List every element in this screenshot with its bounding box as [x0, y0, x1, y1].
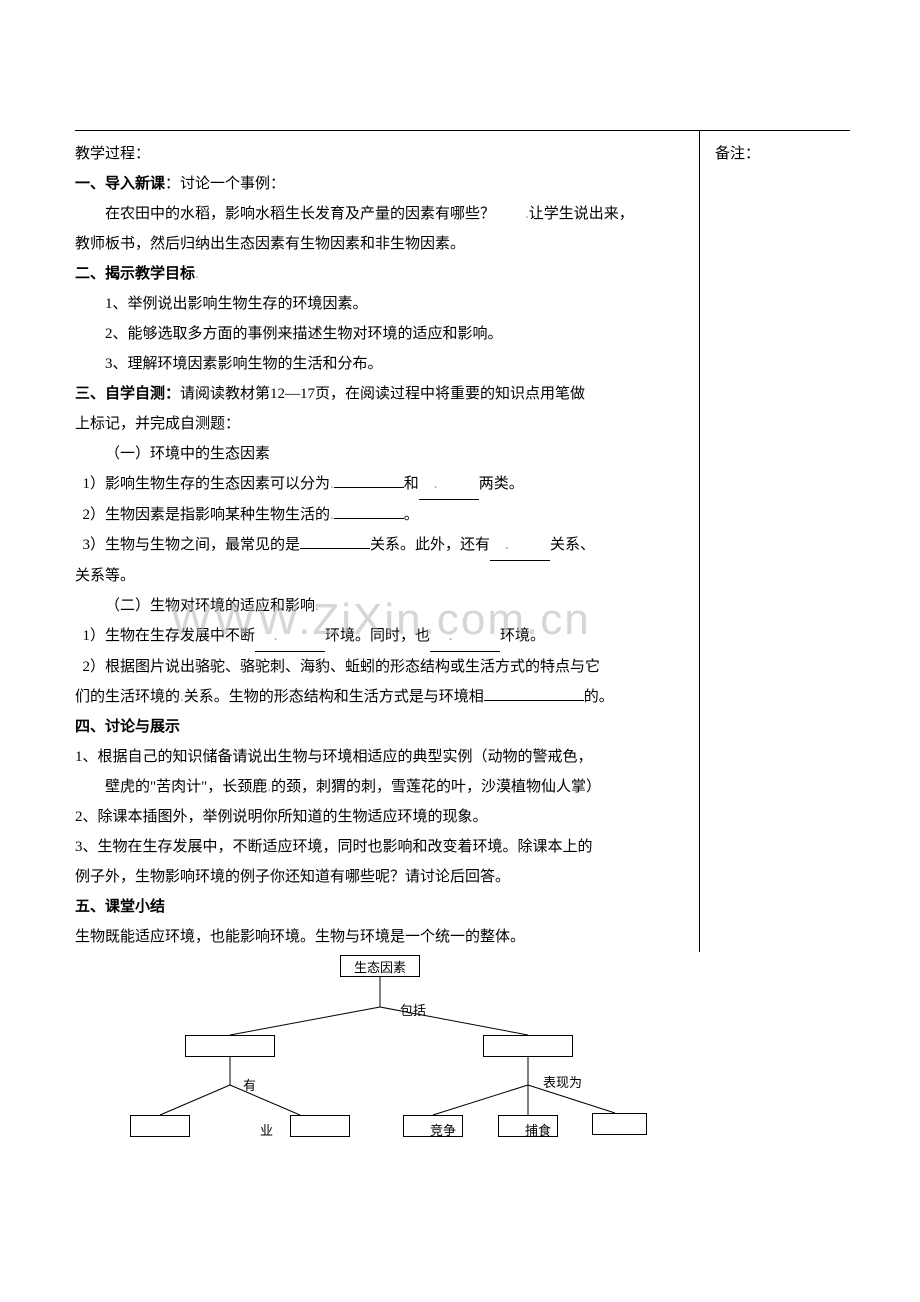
sub2-title: （二）生物对环境的适应和影响. [75, 591, 679, 621]
blank-field[interactable]: . [430, 621, 500, 652]
section-3-rest: 请阅读教材第12—17页，在阅读过程中将重要的知识点用笔做 [180, 386, 585, 402]
section-4-i3a: 3、生物在生存发展中，不断适应环境，同时也影响和改变着环境。除课本上的 [75, 832, 679, 862]
dot-icon: . [438, 621, 457, 651]
concept-diagram: 生态因素 包括 有 表现为 业 竞争 捕食 [130, 955, 650, 1175]
sub2-q2c: 关系。生物的形态结构和生活方式是与环境相 [184, 689, 484, 705]
sub1-q1: 1）影响生物生存的生态因素可以分为. 和. 两类。 [75, 469, 679, 500]
sub1-q3d: 关系等。 [75, 561, 679, 591]
dot-icon: . [495, 199, 529, 229]
sub1-title: （一）环境中的生态因素 [75, 439, 679, 469]
diagram-top-box: 生态因素 [340, 955, 420, 977]
diagram-bottom-label-3: 捕食 [525, 1120, 551, 1139]
section-4-i3b: 例子外，生物影响环境的例子你还知道有哪些呢？请讨论后回答。 [75, 862, 679, 892]
section-1-p1a: 在农田中的水稻，影响水稻生长发育及产量的因素有哪些？ [105, 206, 495, 222]
sub1-q1a: 1）影响生物生存的生态因素可以分为 [83, 476, 331, 492]
diagram-bottom-box-2 [290, 1115, 350, 1137]
sub2-q1: 1）生物在生存发展中不断 . 环境。同时，也 . 环境。 [75, 621, 679, 652]
sub1-q3c: 关系、 [550, 537, 595, 553]
diagram-bottom-label-2: 竞争 [430, 1120, 456, 1139]
sub2-title-text: （二）生物对环境的适应和影响 [105, 598, 315, 614]
blank-field[interactable]: . [490, 530, 550, 561]
section-4-i1b-line: 壁虎的"苦肉计"，长颈鹿.的颈，刺猬的刺，雪莲花的叶，沙漠植物仙人掌） [75, 772, 679, 802]
sub2-q2b: 们的生活环境的 [75, 689, 180, 705]
wave-icon: . [330, 476, 334, 492]
section-1-p2: 教师板书，然后归纳出生态因素有生物因素和非生物因素。 [75, 229, 679, 259]
section-1-title: 一、导入新课 [75, 176, 165, 192]
section-2-item2: 2、能够选取多方面的事例来描述生物对环境的适应和影响。 [75, 319, 679, 349]
diagram-left-label: 有 [243, 1075, 256, 1094]
main-layout: 教学过程： 一、导入新课：讨论一个事例： 在农田中的水稻，影响水稻生长发育及产量… [75, 130, 850, 952]
notes-column: 备注： [700, 131, 850, 952]
sub1-q3: 3）生物与生物之间，最常见的是 关系。此外，还有. 关系、 [75, 530, 679, 561]
sub1-q2: 2）生物因素是指影响某种生物生活的. 。 [75, 500, 679, 530]
section-2-title: 二、揭示教学目标 [75, 266, 195, 282]
blank-field[interactable] [484, 700, 584, 701]
section-3-title-line: 三、自学自测：请阅读教材第12—17页，在阅读过程中将重要的知识点用笔做 [75, 379, 679, 409]
sub1-q2a: 2）生物因素是指影响某种生物生活的 [83, 507, 331, 523]
sub2-q1a: 1）生物在生存发展中不断 [83, 628, 256, 644]
sub1-q1c: 两类。 [479, 476, 524, 492]
section-4-title: 四、讨论与展示 [75, 712, 679, 742]
dot-icon: . [498, 530, 509, 560]
section-5-title: 五、课堂小结 [75, 892, 679, 922]
diagram-bottom-box-5 [592, 1113, 647, 1135]
blank-field[interactable] [334, 518, 404, 519]
wave-icon: . [315, 598, 319, 614]
dot-icon: . [426, 469, 437, 499]
diagram-mid-left-box [185, 1035, 275, 1057]
blank-field[interactable]: . [419, 469, 479, 500]
dot-icon: . [263, 621, 282, 651]
section-5-p: 生物既能适应环境，也能影响环境。生物与环境是一个统一的整体。 [75, 922, 679, 952]
blank-field[interactable]: . [255, 621, 325, 652]
diagram-lines [130, 955, 650, 1175]
sub2-q1b: 环境。同时，也 [325, 628, 430, 644]
process-header: 教学过程： [75, 139, 679, 169]
sub2-q2d: 的。 [584, 689, 614, 705]
sub1-q3a: 3）生物与生物之间，最常见的是 [83, 537, 301, 553]
section-4-i1a: 1、根据自己的知识储备请说出生物与环境相适应的典型实例（动物的警戒色， [75, 742, 679, 772]
section-4-i2: 2、除课本插图外，举例说明你所知道的生物适应环境的现象。 [75, 802, 679, 832]
section-2-item1: 1、举例说出影响生物生存的环境因素。 [75, 289, 679, 319]
section-1-rest: ：讨论一个事例： [165, 176, 285, 192]
wave-icon: . [195, 266, 199, 282]
diagram-connector-label: 包括 [400, 1000, 426, 1019]
section-2-title-line: 二、揭示教学目标. [75, 259, 679, 289]
sub2-q2b-line: 们的生活环境的.关系。生物的形态结构和生活方式是与环境相的。 [75, 682, 679, 712]
notes-header: 备注： [715, 139, 850, 169]
diagram-bottom-label-1: 业 [260, 1120, 273, 1139]
blank-field[interactable] [334, 487, 404, 488]
sub1-q1b: 和 [404, 476, 419, 492]
sub2-q1c: 环境。 [500, 628, 545, 644]
sub1-q2b: 。 [404, 507, 419, 523]
sub2-q2a: 2）根据图片说出骆驼、骆驼刺、海豹、蚯蚓的形态结构或生活方式的特点与它 [75, 652, 679, 682]
section-2-item3: 3、理解环境因素影响生物的生活和分布。 [75, 349, 679, 379]
section-4-i1b: 壁虎的"苦肉计"，长颈鹿 [105, 779, 267, 795]
content-column: 教学过程： 一、导入新课：讨论一个事例： 在农田中的水稻，影响水稻生长发育及产量… [75, 131, 700, 952]
section-1-title-line: 一、导入新课：讨论一个事例： [75, 169, 679, 199]
blank-field[interactable] [300, 548, 370, 549]
section-3-title: 三、自学自测： [75, 386, 180, 402]
section-4-i1c: 的颈，刺猬的刺，雪莲花的叶，沙漠植物仙人掌） [271, 779, 601, 795]
wave-icon: . [330, 507, 334, 523]
diagram-right-label: 表现为 [543, 1072, 582, 1091]
sub1-q3b: 关系。此外，还有 [370, 537, 490, 553]
section-1-p1b: 让学生说出来， [529, 206, 634, 222]
diagram-mid-right-box [483, 1035, 573, 1057]
section-3-p2: 上标记，并完成自测题： [75, 409, 679, 439]
section-1-p1: 在农田中的水稻，影响水稻生长发育及产量的因素有哪些？.让学生说出来， [75, 199, 679, 229]
diagram-bottom-box-1 [130, 1115, 190, 1137]
